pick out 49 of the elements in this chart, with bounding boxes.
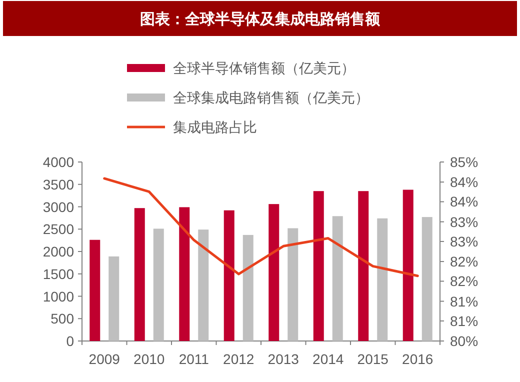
y-tick-label: 2500 bbox=[42, 221, 74, 238]
y-tick-label: 500 bbox=[50, 310, 74, 327]
legend-label: 全球半导体销售额（亿美元） bbox=[173, 60, 355, 76]
legend-label: 集成电路占比 bbox=[173, 119, 257, 135]
y-tick-label: 1000 bbox=[42, 288, 74, 304]
y-tick-label: 0 bbox=[66, 333, 74, 349]
y2-tick-label: 82% bbox=[450, 273, 478, 290]
x-tick-label: 2012 bbox=[223, 351, 254, 367]
y-tick-label: 2000 bbox=[42, 244, 74, 260]
y-tick-label: 3500 bbox=[42, 176, 74, 192]
x-tick-label: 2013 bbox=[268, 351, 300, 367]
bar bbox=[288, 228, 298, 341]
x-tick-label: 2015 bbox=[357, 351, 389, 367]
bar bbox=[134, 208, 145, 341]
bar bbox=[358, 191, 369, 341]
bar bbox=[332, 216, 343, 341]
chart-title: 图表：全球半导体及集成电路销售额 bbox=[140, 10, 381, 28]
x-tick-label: 2011 bbox=[178, 351, 210, 367]
x-tick-label: 2009 bbox=[88, 351, 120, 367]
legend-label: 全球集成电路销售额（亿美元） bbox=[173, 90, 369, 106]
bar bbox=[402, 190, 414, 341]
y2-tick-label: 81% bbox=[450, 312, 478, 329]
bar bbox=[108, 256, 120, 341]
y2-tick-label: 81% bbox=[450, 293, 478, 310]
bar bbox=[224, 210, 234, 341]
bar bbox=[179, 207, 190, 341]
y-tick-label: 1500 bbox=[42, 266, 74, 282]
x-tick-label: 2010 bbox=[134, 351, 165, 367]
y-tick-label: 4000 bbox=[42, 154, 74, 170]
bar bbox=[377, 218, 388, 341]
bar bbox=[313, 191, 324, 341]
title: 图表：全球半导体及集成电路销售额 bbox=[3, 1, 517, 36]
y2-tick-label: 80% bbox=[450, 333, 478, 349]
bar bbox=[153, 228, 164, 341]
y2-tick-label: 82% bbox=[450, 254, 478, 270]
y-tick-label: 3000 bbox=[42, 198, 74, 215]
y2-tick-label: 84% bbox=[450, 174, 478, 190]
x-tick-label: 2014 bbox=[312, 351, 344, 367]
bar bbox=[422, 217, 432, 341]
bar bbox=[90, 240, 100, 341]
y2-tick-label: 84% bbox=[450, 194, 478, 210]
y2-tick-label: 83% bbox=[450, 233, 478, 250]
y2-tick-label: 83% bbox=[450, 214, 478, 230]
x-tick-label: 2016 bbox=[402, 351, 434, 367]
bar bbox=[198, 230, 209, 341]
bar bbox=[242, 234, 254, 341]
bar bbox=[268, 204, 280, 341]
y2-tick-label: 85% bbox=[450, 154, 478, 170]
line-series bbox=[103, 177, 419, 278]
